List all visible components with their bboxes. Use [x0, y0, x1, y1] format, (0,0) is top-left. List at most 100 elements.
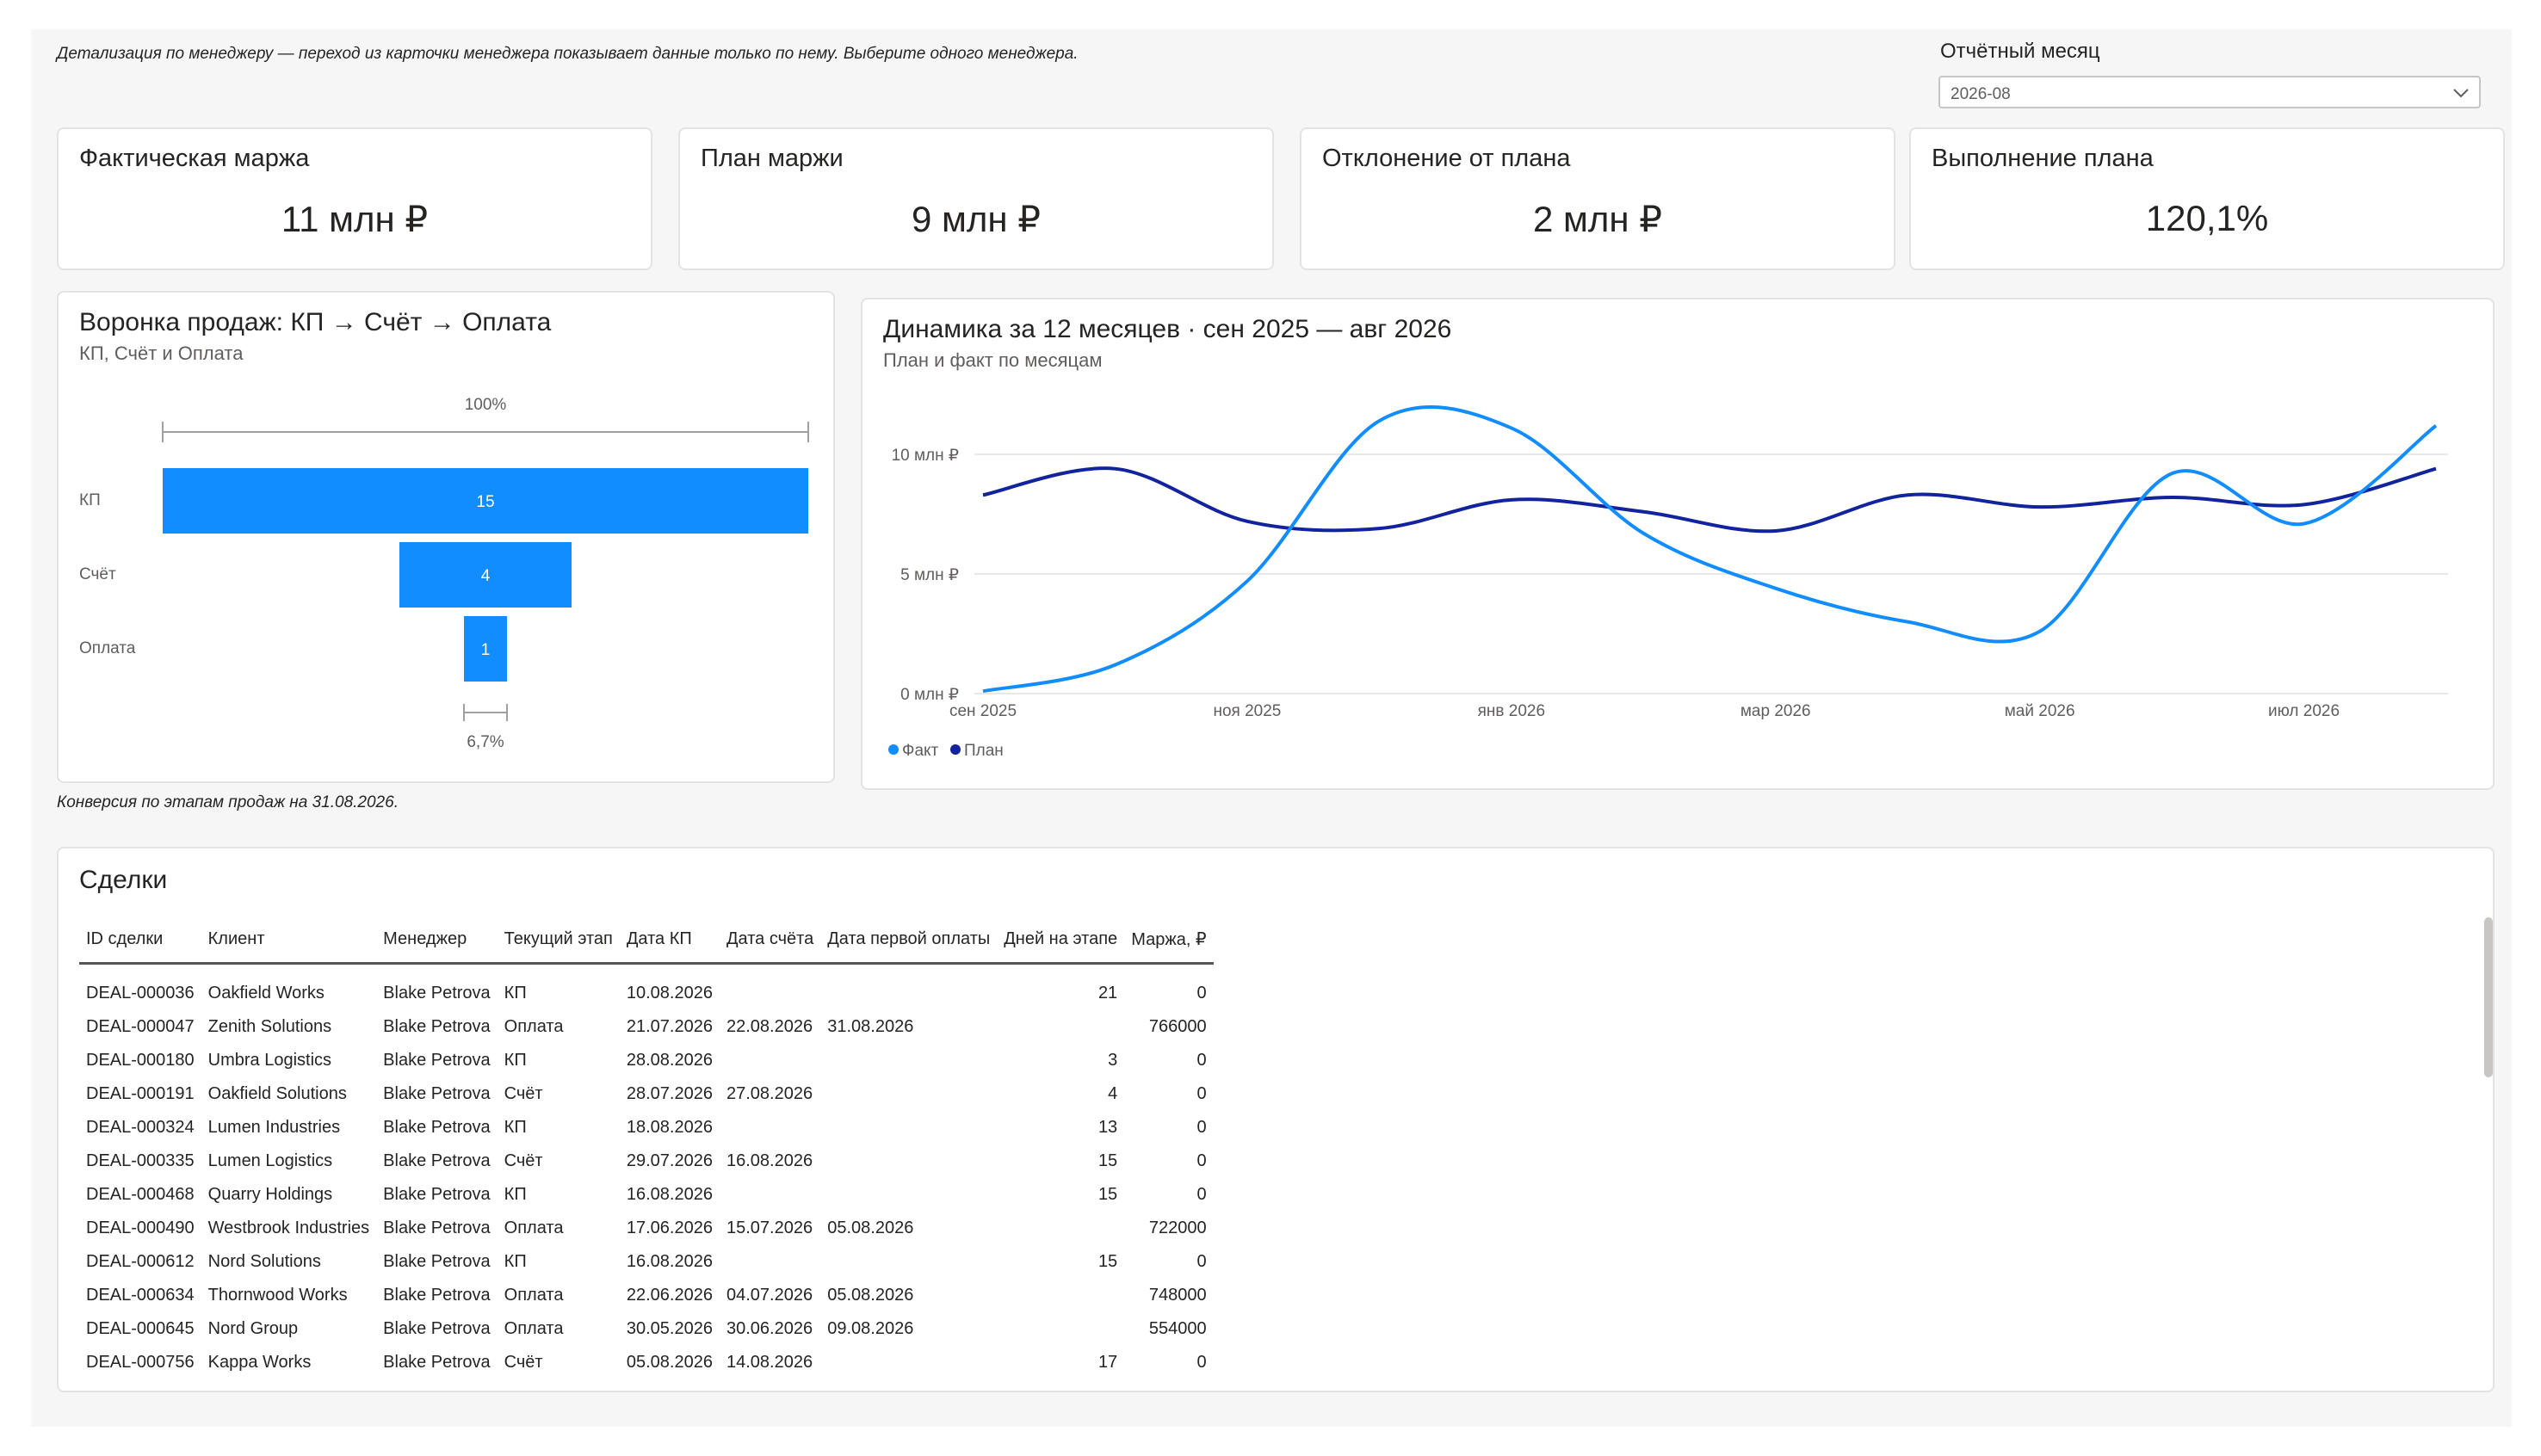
funnel-bar [399, 542, 572, 608]
funnel-note: Конверсия по этапам продаж на 31.08.2026… [57, 793, 399, 811]
col-header-margin[interactable]: Маржа, ₽ [1124, 916, 1214, 965]
table-cell: 766000 [1148, 1017, 1207, 1036]
col-header-deal-id[interactable]: ID сделки [79, 916, 201, 965]
col-header-stage[interactable]: Текущий этап [497, 916, 620, 965]
funnel-subtitle: КП, Счёт и Оплата [79, 342, 244, 364]
col-header-manager[interactable]: Менеджер [376, 916, 498, 965]
deals-table: ID сделки Клиент Менеджер Текущий этап Д… [79, 916, 1214, 1379]
table-cell: 722000 [1148, 1218, 1207, 1237]
table-cell [720, 1178, 820, 1212]
line-chart: 10 млн ₽ 5 млн ₽ 0 млн ₽сен 2025 ноя 2025 ян… [888, 404, 2448, 760]
col-header-invoice-date[interactable]: Дата счёта [719, 916, 821, 965]
table-cell [720, 964, 820, 1011]
table-cell: 15 [1097, 1151, 1118, 1170]
table-cell [820, 1111, 997, 1144]
x-tick-label: сен 2025 [949, 702, 1017, 720]
y-tick-label: 5 млн ₽ [900, 566, 959, 584]
x-tick-label: ноя 2025 [1213, 702, 1281, 720]
legend-marker [888, 744, 899, 755]
table-cell: 28.07.2026 [626, 1084, 713, 1103]
table-cell: 05.08.2026 [827, 1286, 914, 1305]
table-title: Сделки [79, 866, 168, 894]
table-cell: Kappa Works [207, 1353, 312, 1372]
table-row[interactable]: DEAL-000645 Nord Group Blake Petrova Оплата… [79, 1312, 1214, 1346]
table-cell: 16.08.2026 [626, 1252, 713, 1271]
table-cell: Blake Petrova [383, 1319, 491, 1338]
month-slicer-dropdown[interactable]: 2026-08 [1938, 76, 2481, 108]
funnel-category-label: Счёт [79, 565, 116, 583]
table-cell [820, 1044, 997, 1077]
funnel-bar [464, 616, 507, 682]
trend-subtitle: План и факт по месяцам [883, 349, 1103, 371]
table-cell: Nord Solutions [207, 1252, 321, 1271]
table-cell: Blake Petrova [383, 984, 491, 1003]
table-cell [820, 1346, 997, 1379]
manager-detail-note: Детализация по менеджеру — переход из ка… [57, 45, 1079, 63]
trend-visual[interactable]: Динамика за 12 месяцев · сен 2025 — авг … [861, 298, 2495, 790]
table-row[interactable]: DEAL-000335 Lumen Logistics Blake Petrova С… [79, 1144, 1214, 1178]
table-cell: 30.06.2026 [726, 1319, 813, 1338]
table-cell: Оплата [504, 1017, 564, 1036]
table-cell: DEAL-000756 [86, 1353, 195, 1372]
x-tick-label: май 2026 [2005, 702, 2075, 720]
table-cell: 15.07.2026 [726, 1218, 813, 1237]
kpi-title: Отклонение от плана [1322, 145, 1571, 172]
table-scrollbar[interactable] [2484, 917, 2493, 1077]
table-cell: Lumen Industries [207, 1118, 341, 1137]
col-header-client[interactable]: Клиент [201, 916, 377, 965]
table-cell: КП [504, 984, 527, 1003]
table-cell: 04.07.2026 [726, 1286, 813, 1305]
table-cell: 10.08.2026 [626, 984, 713, 1003]
table-cell: Zenith Solutions [207, 1017, 332, 1036]
table-cell: Счёт [504, 1151, 543, 1170]
table-cell: 4 [1108, 1084, 1118, 1103]
table-cell: 3 [1108, 1051, 1118, 1070]
col-header-kp-date[interactable]: Дата КП [619, 916, 720, 965]
table-row[interactable]: DEAL-000634 Thornwood Works Blake Petrova О… [79, 1279, 1214, 1312]
table-cell: 0 [1196, 1084, 1207, 1103]
table-row[interactable]: DEAL-000191 Oakfield Solutions Blake Petro… [79, 1077, 1214, 1111]
table-cell [997, 1279, 1124, 1312]
x-tick-label: июл 2026 [2268, 702, 2340, 720]
table-row[interactable]: DEAL-000468 Quarry Holdings Blake Petrova К… [79, 1178, 1214, 1212]
table-cell: 05.08.2026 [626, 1353, 713, 1372]
table-row[interactable]: DEAL-000036 Oakfield Works Blake Petrova КП… [79, 964, 1214, 1011]
table-cell: 22.08.2026 [726, 1017, 813, 1036]
table-cell [820, 1178, 997, 1212]
series-line-plan [982, 466, 2437, 534]
table-row[interactable]: DEAL-000490 Westbrook Industries Blake Pet… [79, 1212, 1214, 1245]
table-cell: DEAL-000324 [86, 1118, 195, 1137]
table-cell: Счёт [504, 1084, 543, 1103]
col-header-first-payment-date[interactable]: Дата первой оплаты [820, 916, 998, 965]
table-cell: DEAL-000612 [86, 1252, 195, 1271]
table-cell [720, 1111, 820, 1144]
table-row[interactable]: DEAL-000324 Lumen Industries Blake Petrova… [79, 1111, 1214, 1144]
table-cell: DEAL-000634 [86, 1286, 195, 1305]
table-cell [997, 1312, 1124, 1346]
col-header-days-on-stage[interactable]: Дней на этапе [997, 916, 1125, 965]
table-cell: Nord Group [207, 1319, 299, 1338]
slicer-value: 2026-08 [1951, 85, 2011, 103]
table-cell: КП [504, 1252, 527, 1271]
table-row[interactable]: DEAL-000180 Umbra Logistics Blake Petrova К… [79, 1044, 1214, 1077]
table-cell: Blake Petrova [383, 1051, 491, 1070]
table-row[interactable]: DEAL-000612 Nord Solutions Blake Petrova КП… [79, 1245, 1214, 1279]
series-line-fact [982, 404, 2438, 694]
table-cell: 748000 [1148, 1286, 1207, 1305]
table-cell: Blake Petrova [383, 1084, 491, 1103]
table-cell [820, 1245, 997, 1279]
table-cell: 15 [1097, 1252, 1118, 1271]
table-cell: Оплата [504, 1286, 564, 1305]
table-cell: 0 [1196, 1353, 1207, 1372]
funnel-visual[interactable]: Воронка продаж: КП → Счёт → Оплата КП, С… [57, 291, 835, 783]
table-cell: Blake Petrova [383, 1017, 491, 1036]
kpi-card-actual-margin: Фактическая маржа 11 млн ₽ [57, 127, 652, 270]
table-cell: 0 [1196, 1118, 1207, 1137]
table-row[interactable]: DEAL-000047 Zenith Solutions Blake Petrova… [79, 1010, 1214, 1044]
table-cell: 21 [1097, 984, 1118, 1003]
deals-table-visual[interactable]: Сделки ID сделки Клиент Менеджер Текущий… [57, 847, 2495, 1392]
table-row[interactable]: DEAL-000756 Kappa Works Blake Petrova Счёт 0… [79, 1346, 1214, 1379]
legend-label: План [964, 742, 1004, 760]
funnel-category-label: Оплата [79, 639, 136, 657]
kpi-title: Выполнение плана [1932, 145, 2154, 172]
